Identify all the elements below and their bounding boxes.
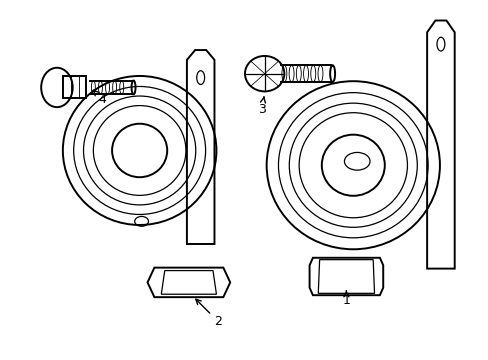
Text: 1: 1	[342, 291, 349, 307]
Text: 3: 3	[257, 97, 265, 116]
Text: 4: 4	[93, 90, 106, 106]
Text: 2: 2	[196, 299, 222, 328]
